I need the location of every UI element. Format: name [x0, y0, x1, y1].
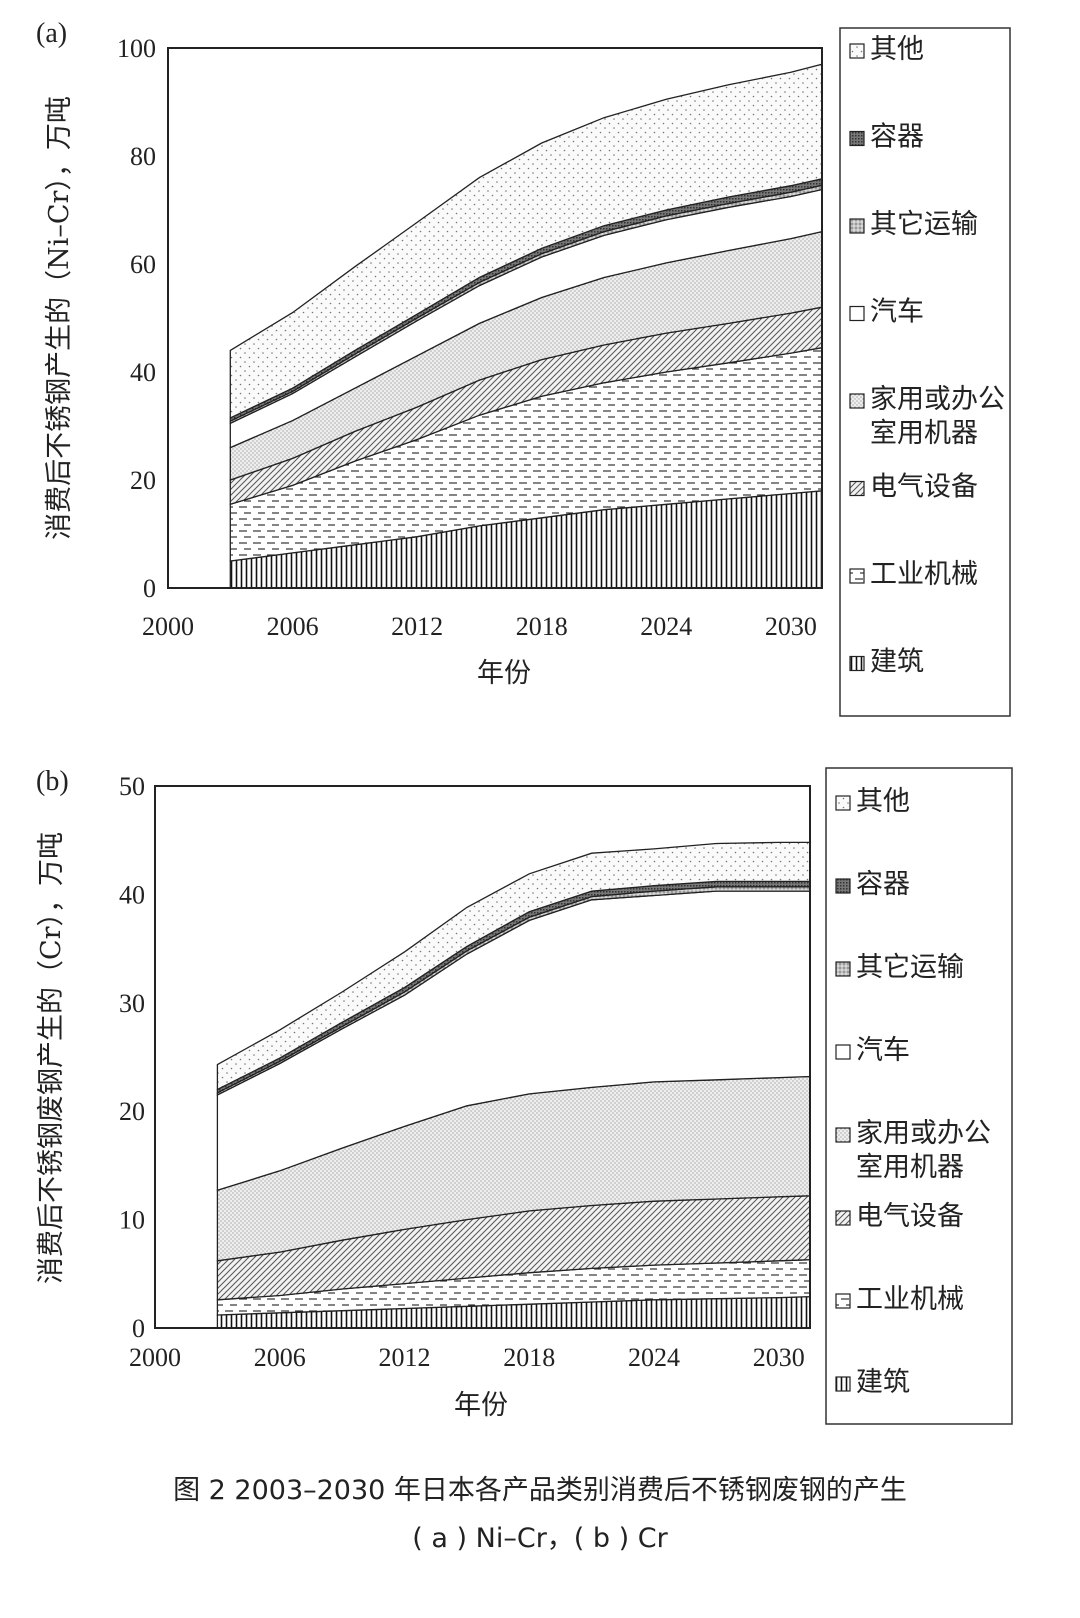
- panel-a-y-label: 消费后不锈钢产生的（Ni–Cr），万吨: [44, 96, 75, 540]
- panel-b-y-label: 消费后不锈钢废钢产生的（Cr），万吨: [36, 832, 67, 1284]
- x-tick-label: 2030: [753, 1343, 805, 1372]
- legend-swatch-automobile: [835, 1044, 851, 1060]
- legend-swatch-containers: [835, 878, 851, 894]
- legend-label-automobile: 汽车: [856, 1035, 910, 1066]
- legend-swatch-construction: [835, 1376, 851, 1392]
- panel-a: (a) 0 20 40 60 80 100 2000 2006 2012 2018 2024 203…: [36, 18, 1011, 717]
- x-tick-label: 2000: [129, 1343, 181, 1372]
- legend-swatch-other: [849, 43, 865, 59]
- panel-b-areas: [155, 841, 811, 1329]
- x-tick-label: 2024: [640, 612, 692, 641]
- legend-swatch-other-transport: [849, 218, 865, 234]
- legend-swatch-industrial-machinery: [835, 1293, 851, 1309]
- y-tick-label: 30: [119, 989, 145, 1018]
- x-tick-label: 2006: [267, 612, 319, 641]
- legend-label-home-office-machines-cont: 室用机器: [870, 418, 978, 449]
- x-tick-label: 2018: [516, 612, 568, 641]
- legend-swatch-industrial-machinery: [849, 568, 865, 584]
- x-tick-label: 2030: [765, 612, 817, 641]
- legend-swatch-containers: [849, 130, 865, 147]
- legend-swatch-home-office-machines: [835, 1127, 851, 1143]
- panel-b-x-ticks: 2000 2006 2012 2018 2024 2030: [129, 1343, 805, 1372]
- x-tick-label: 2012: [379, 1343, 431, 1372]
- y-tick-label: 0: [132, 1314, 145, 1343]
- legend-swatch-construction: [849, 655, 865, 672]
- legend-label-automobile: 汽车: [870, 297, 924, 328]
- panel-a-areas: [168, 63, 823, 589]
- legend-swatch-home-office-machines: [849, 393, 865, 409]
- x-tick-label: 2006: [254, 1343, 306, 1372]
- legend-label-other-transport: 其它运输: [870, 209, 978, 240]
- figure-caption-line1: 图 2 2003–2030 年日本各产品类别消费后不锈钢废钢的产生: [173, 1475, 907, 1506]
- y-tick-label: 0: [143, 574, 156, 603]
- y-tick-label: 20: [130, 466, 156, 495]
- figure-caption-line2: ( a ) Ni–Cr，( b ) Cr: [412, 1523, 668, 1554]
- legend-label-industrial-machinery: 工业机械: [856, 1284, 964, 1315]
- panel-a-y-ticks: 0 20 40 60 80 100: [117, 34, 156, 603]
- legend-label-construction: 建筑: [856, 1367, 910, 1398]
- legend-label-home-office-machines: 家用或办公: [856, 1118, 991, 1149]
- legend-swatch-electrical-equipment: [835, 1210, 851, 1226]
- legend-swatch-other-transport: [835, 961, 851, 977]
- legend-label-electrical-equipment: 电气设备: [870, 472, 978, 503]
- y-tick-label: 40: [130, 358, 156, 387]
- x-tick-label: 2018: [503, 1343, 555, 1372]
- legend-label-other: 其他: [856, 786, 910, 817]
- panel-b-legend: [825, 767, 1013, 1425]
- y-tick-label: 80: [130, 142, 156, 171]
- panel-a-legend: [839, 27, 1011, 717]
- legend-label-other: 其他: [870, 34, 924, 65]
- legend-swatch-electrical-equipment: [849, 480, 865, 497]
- legend-label-electrical-equipment: 电气设备: [856, 1201, 964, 1232]
- panel-a-plot-frame: [167, 47, 823, 589]
- y-tick-label: 60: [130, 250, 156, 279]
- legend-swatch-automobile: [849, 305, 865, 322]
- x-tick-label: 2024: [628, 1343, 680, 1372]
- legend-label-containers: 容器: [870, 122, 924, 153]
- legend-label-construction: 建筑: [870, 647, 924, 678]
- legend-label-containers: 容器: [856, 869, 910, 900]
- panel-b-plot-frame: [154, 785, 811, 1329]
- legend-swatch-other: [835, 795, 851, 811]
- y-tick-label: 40: [119, 880, 145, 909]
- legend-label-industrial-machinery: 工业机械: [870, 559, 978, 590]
- legend-label-home-office-machines-cont: 室用机器: [856, 1152, 964, 1183]
- panel-a-x-label: 年份: [477, 658, 531, 689]
- x-tick-label: 2000: [142, 612, 194, 641]
- y-tick-label: 50: [119, 772, 145, 801]
- x-tick-label: 2012: [391, 612, 443, 641]
- panel-a-tag: (a): [36, 18, 67, 49]
- y-tick-label: 100: [117, 34, 156, 63]
- panel-a-x-ticks: 2000 2006 2012 2018 2024 2030: [142, 612, 817, 641]
- panel-b-y-ticks: 0 10 20 30 40 50: [119, 772, 145, 1343]
- panel-b-x-label: 年份: [454, 1390, 508, 1421]
- y-tick-label: 20: [119, 1097, 145, 1126]
- y-tick-label: 10: [119, 1206, 145, 1235]
- legend-label-other-transport: 其它运输: [856, 952, 964, 983]
- panel-b-tag: (b): [36, 766, 69, 797]
- legend-label-home-office-machines: 家用或办公: [870, 384, 1005, 415]
